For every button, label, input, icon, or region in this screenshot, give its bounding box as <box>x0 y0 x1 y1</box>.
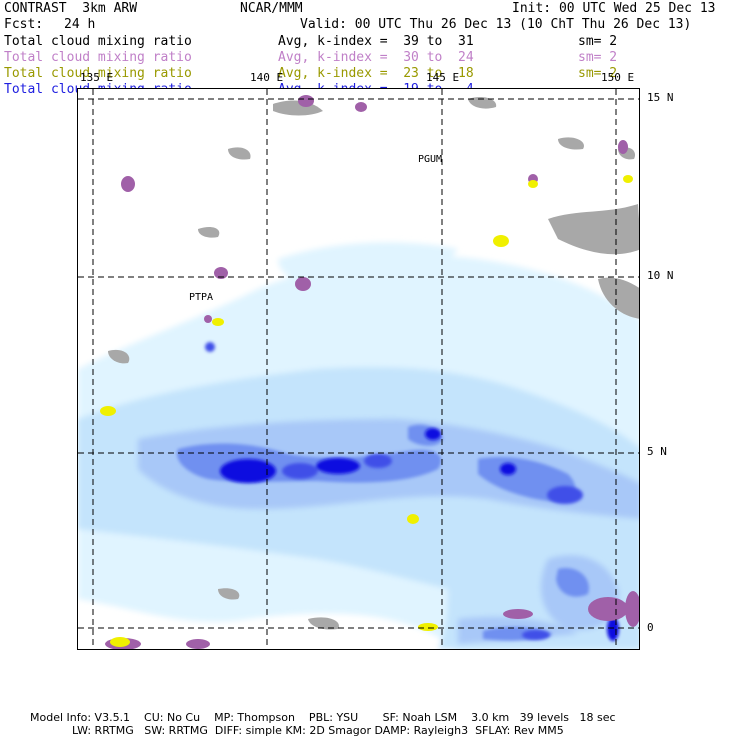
lat-label: 5 N <box>647 445 667 458</box>
lon-label: 150 E <box>601 71 635 84</box>
station-ptpa: PTPA <box>189 292 213 303</box>
legend-range: Avg, k-index = 30 to 24 <box>278 50 474 65</box>
init-time: Init: 00 UTC Wed 25 Dec 13 <box>512 1 716 16</box>
forecast-label: Fcst: <box>4 17 44 32</box>
lat-label: 15 N <box>647 91 674 104</box>
plot-title: CONTRAST 3km ARW <box>4 1 138 16</box>
lat-label: 10 N <box>647 269 674 282</box>
legend-field: Total cloud mixing ratio <box>4 50 192 65</box>
lat-lon-grid <box>78 89 639 649</box>
valid-time: Valid: 00 UTC Thu 26 Dec 13 (10 ChT Thu … <box>300 17 692 32</box>
legend-smooth: sm= 2 <box>578 50 618 65</box>
lon-label: 135 E <box>80 71 114 84</box>
legend-smooth: sm= 2 <box>578 34 618 49</box>
lon-label: 145 E <box>426 71 460 84</box>
legend-range: Avg, k-index = 23 to 18 <box>278 66 474 81</box>
legend-field: Total cloud mixing ratio <box>4 34 192 49</box>
cloud-yellow-patches <box>100 175 633 647</box>
station-pgum: PGUM <box>418 154 442 165</box>
organization: NCAR/MMM <box>240 1 303 16</box>
map-panel: PGUM PTPA <box>77 88 640 650</box>
model-info-line2: LW: RRTMG SW: RRTMG DIFF: simple KM: 2D … <box>72 724 564 737</box>
cloud-field-map: PGUM PTPA <box>78 89 639 649</box>
lon-label: 140 E <box>250 71 284 84</box>
legend-field: Total cloud mixing ratio <box>4 66 192 81</box>
model-info-line1: Model Info: V3.5.1 CU: No Cu MP: Thompso… <box>30 711 616 724</box>
lat-label: 0 <box>647 621 654 634</box>
cloud-purple-patches <box>105 95 639 649</box>
forecast-hour: 24 h <box>64 17 96 32</box>
legend-range: Avg, k-index = 39 to 31 <box>278 34 474 49</box>
legend-smooth: sm= 2 <box>578 66 618 81</box>
